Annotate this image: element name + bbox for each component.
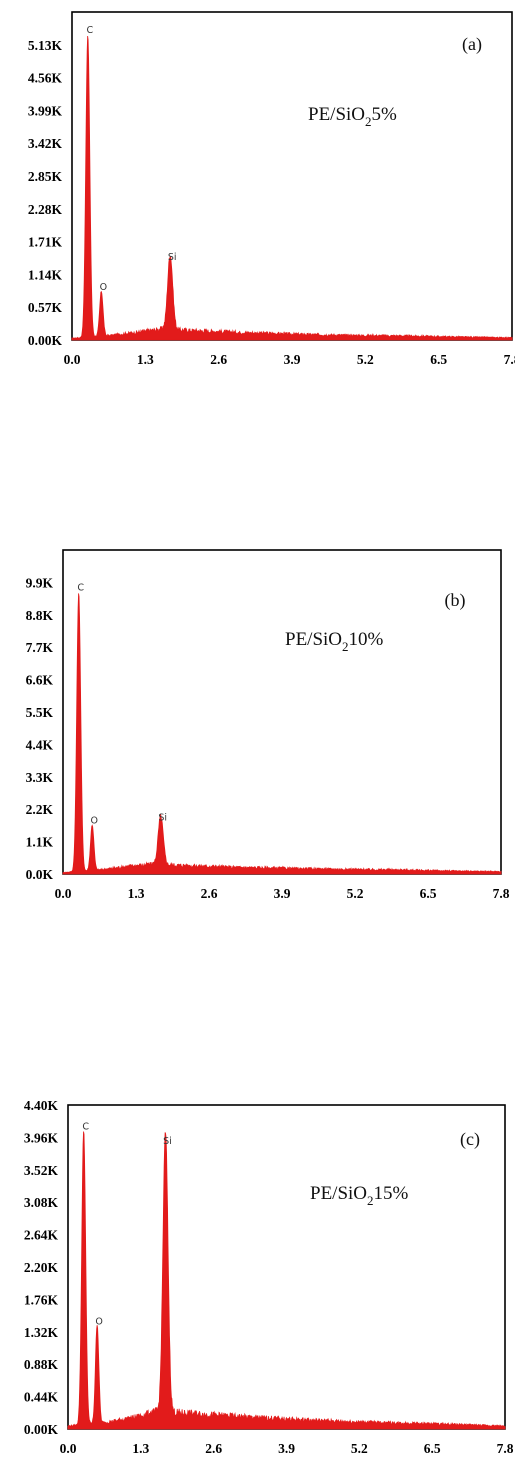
eds-chart-b: C O Si 0.0K 1.1K 2.2K 3.3K 4.4K 5.5K 6.6K 7.7K 8.8K… bbox=[26, 549, 510, 901]
peak-label-o-a: O bbox=[100, 282, 107, 293]
y-tick-label-b: 1.1K bbox=[26, 835, 54, 850]
title-prefix: PE/SiO bbox=[310, 1183, 367, 1204]
y-tick-label-c: 0.00K bbox=[24, 1422, 59, 1437]
x-tick-label-c: 0.0 bbox=[60, 1441, 77, 1456]
title-subscript: 2 bbox=[367, 1193, 374, 1208]
panel-label-a: (a) bbox=[462, 34, 482, 55]
peak-label-si-c: Si bbox=[163, 1136, 172, 1147]
x-tick-label-c: 7.8 bbox=[497, 1441, 514, 1456]
sample-title-a: PE/SiO25% bbox=[308, 104, 397, 129]
y-tick-label-c: 3.52K bbox=[24, 1163, 59, 1178]
y-tick-label-a: 1.14K bbox=[28, 267, 63, 282]
peak-label-c-c: C bbox=[82, 1121, 89, 1132]
peak-label-c-b: C bbox=[77, 583, 84, 594]
y-tick-label-b: 6.6K bbox=[26, 673, 54, 688]
peak-label-si-b: Si bbox=[158, 812, 167, 823]
y-tick-label-c: 2.20K bbox=[24, 1260, 59, 1275]
x-tick-label-b: 0.0 bbox=[55, 886, 72, 901]
eds-panel-a: C O Si 0.00K 0.57K 1.14K 1.71K 2.28K 2.85K 3.42K 3… bbox=[0, 0, 515, 370]
y-tick-label-c: 0.44K bbox=[24, 1390, 59, 1405]
x-tick-label-c: 5.2 bbox=[351, 1441, 368, 1456]
x-tick-label-a: 5.2 bbox=[357, 352, 374, 367]
y-tick-label-b: 2.2K bbox=[26, 802, 54, 817]
y-tick-label-a: 0.00K bbox=[28, 333, 63, 348]
title-prefix: PE/SiO bbox=[308, 104, 365, 125]
y-tick-label-a: 4.56K bbox=[28, 71, 63, 86]
x-tick-label-b: 3.9 bbox=[274, 886, 291, 901]
spectrum-area-b bbox=[62, 593, 502, 875]
peak-label-si-a: Si bbox=[168, 252, 177, 263]
x-tick-label-c: 2.6 bbox=[205, 1441, 222, 1456]
x-tick-label-a: 1.3 bbox=[137, 352, 154, 367]
y-tick-label-c: 3.96K bbox=[24, 1130, 59, 1145]
y-tick-label-c: 4.40K bbox=[24, 1098, 59, 1113]
x-tick-label-a: 0.0 bbox=[64, 352, 81, 367]
title-prefix: PE/SiO bbox=[285, 629, 342, 650]
x-tick-label-a: 6.5 bbox=[430, 352, 447, 367]
y-tick-label-b: 9.9K bbox=[26, 575, 54, 590]
eds-chart-c: C O Si 0.00K 0.44K 0.88K 1.32K 1.76K 2.20K 2.64K 3… bbox=[24, 1098, 514, 1456]
x-tick-label-b: 1.3 bbox=[128, 886, 145, 901]
title-suffix: 10% bbox=[349, 629, 384, 650]
title-subscript: 2 bbox=[365, 114, 372, 129]
peak-label-o-c: O bbox=[95, 1317, 102, 1328]
plot-frame-c bbox=[67, 1104, 506, 1430]
x-tick-label-a: 7.8 bbox=[504, 352, 515, 367]
y-tick-label-c: 2.64K bbox=[24, 1228, 59, 1243]
eds-panel-c: C O Si 0.00K 0.44K 0.88K 1.32K 1.76K 2.20K 2.64K 3… bbox=[0, 1095, 515, 1465]
title-suffix: 15% bbox=[374, 1183, 409, 1204]
x-tick-label-b: 5.2 bbox=[347, 886, 364, 901]
peak-label-c-a: C bbox=[86, 25, 93, 36]
x-tick-label-a: 3.9 bbox=[284, 352, 301, 367]
y-tick-label-b: 5.5K bbox=[26, 705, 54, 720]
x-tick-label-c: 3.9 bbox=[278, 1441, 295, 1456]
y-tick-label-a: 0.57K bbox=[28, 300, 63, 315]
plot-frame-a bbox=[71, 11, 513, 341]
x-tick-label-c: 6.5 bbox=[424, 1441, 441, 1456]
sample-title-b: PE/SiO210% bbox=[285, 629, 384, 654]
x-tick-label-a: 2.6 bbox=[210, 352, 227, 367]
spectrum-area-c bbox=[67, 1131, 506, 1430]
y-tick-label-b: 8.8K bbox=[26, 608, 54, 623]
x-tick-label-c: 1.3 bbox=[132, 1441, 149, 1456]
y-tick-label-a: 2.28K bbox=[28, 202, 63, 217]
y-tick-label-b: 7.7K bbox=[26, 640, 54, 655]
y-tick-label-c: 0.88K bbox=[24, 1357, 59, 1372]
y-tick-label-c: 1.32K bbox=[24, 1325, 59, 1340]
y-tick-label-a: 2.85K bbox=[28, 169, 63, 184]
sample-title-c: PE/SiO215% bbox=[310, 1183, 409, 1208]
title-subscript: 2 bbox=[342, 639, 349, 654]
y-tick-label-a: 5.13K bbox=[28, 38, 63, 53]
x-tick-label-b: 2.6 bbox=[201, 886, 218, 901]
y-tick-label-c: 3.08K bbox=[24, 1195, 59, 1210]
y-tick-label-a: 3.99K bbox=[28, 103, 63, 118]
eds-chart-a: C O Si 0.00K 0.57K 1.14K 1.71K 2.28K 2.85K 3.42K 3… bbox=[28, 11, 515, 367]
spectrum-area-a bbox=[71, 36, 513, 341]
panel-label-b: (b) bbox=[445, 590, 466, 611]
y-tick-label-a: 1.71K bbox=[28, 235, 63, 250]
y-tick-label-b: 4.4K bbox=[26, 737, 54, 752]
plot-frame-b bbox=[62, 549, 502, 875]
y-tick-label-b: 0.0K bbox=[26, 867, 54, 882]
panel-label-c: (c) bbox=[460, 1129, 480, 1150]
y-tick-label-c: 1.76K bbox=[24, 1292, 59, 1307]
peak-label-o-b: O bbox=[90, 815, 97, 826]
y-tick-label-b: 3.3K bbox=[26, 770, 54, 785]
x-tick-label-b: 6.5 bbox=[420, 886, 437, 901]
title-suffix: 5% bbox=[372, 104, 398, 125]
eds-panel-b: C O Si 0.0K 1.1K 2.2K 3.3K 4.4K 5.5K 6.6K 7.7K 8.8K… bbox=[0, 540, 515, 910]
x-tick-label-b: 7.8 bbox=[493, 886, 510, 901]
y-tick-label-a: 3.42K bbox=[28, 136, 63, 151]
